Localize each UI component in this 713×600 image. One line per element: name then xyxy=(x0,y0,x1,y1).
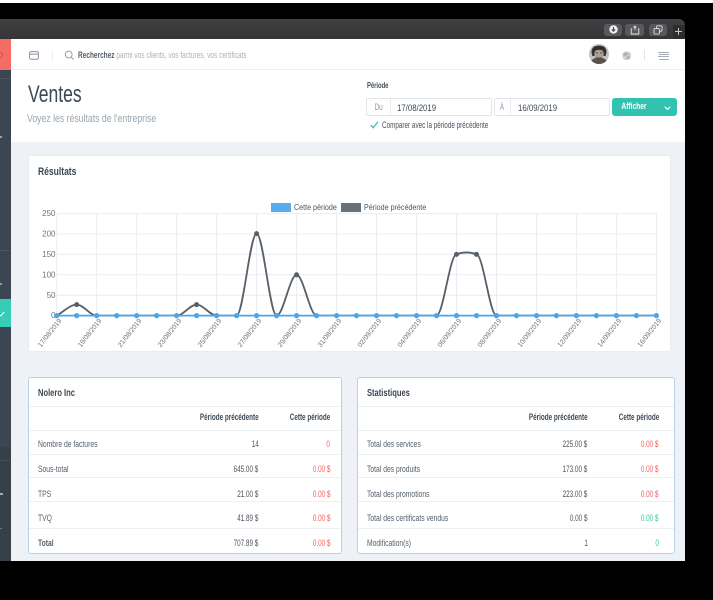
svg-text:0: 0 xyxy=(51,311,56,320)
svg-text:04/09/2019: 04/09/2019 xyxy=(397,318,424,349)
svg-text:250: 250 xyxy=(42,209,56,218)
svg-text:50: 50 xyxy=(47,291,56,300)
svg-text:21/08/2019: 21/08/2019 xyxy=(117,318,144,349)
svg-text:06/09/2019: 06/09/2019 xyxy=(437,318,464,349)
svg-text:27/08/2019: 27/08/2019 xyxy=(237,318,264,349)
svg-text:150: 150 xyxy=(42,250,56,259)
svg-text:17/08/2019: 17/08/2019 xyxy=(37,318,64,349)
svg-text:12/09/2019: 12/09/2019 xyxy=(557,318,584,349)
svg-text:02/09/2019: 02/09/2019 xyxy=(357,318,384,349)
svg-text:25/08/2019: 25/08/2019 xyxy=(197,318,224,349)
svg-text:08/09/2019: 08/09/2019 xyxy=(477,318,504,349)
svg-text:200: 200 xyxy=(42,230,56,239)
svg-text:14/09/2019: 14/09/2019 xyxy=(597,318,624,349)
svg-text:10/09/2019: 10/09/2019 xyxy=(517,318,544,349)
svg-text:31/08/2019: 31/08/2019 xyxy=(317,318,344,349)
svg-text:100: 100 xyxy=(42,270,56,279)
svg-text:19/08/2019: 19/08/2019 xyxy=(77,318,104,349)
svg-text:23/08/2019: 23/08/2019 xyxy=(157,318,184,349)
svg-text:29/08/2019: 29/08/2019 xyxy=(277,318,304,349)
svg-text:16/09/2019: 16/09/2019 xyxy=(637,318,664,349)
